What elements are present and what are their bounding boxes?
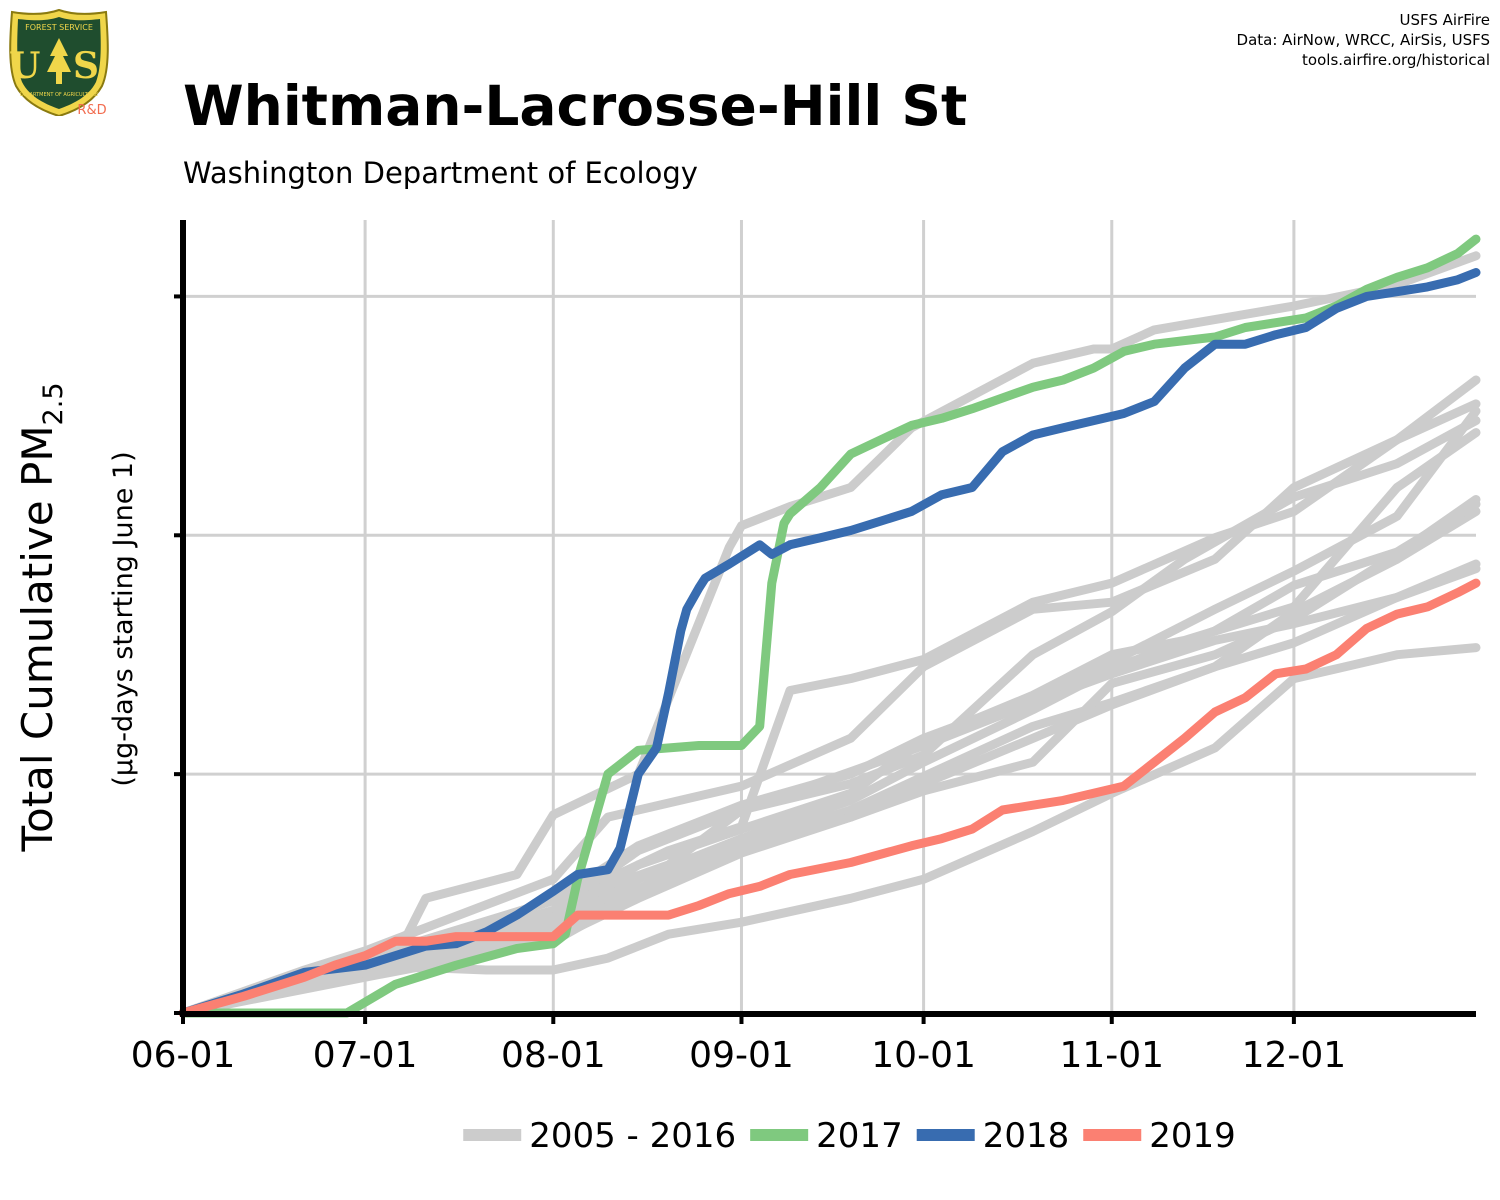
legend-label: 2005 - 2016	[529, 1116, 736, 1156]
logo-department-text: DEPARTMENT OF AGRICULTURE	[20, 92, 98, 98]
x-tick-label: 12-01	[1242, 1035, 1347, 1076]
historical-series-line	[178, 499, 1481, 1018]
x-tick-label: 11-01	[1059, 1035, 1164, 1076]
credit-line: USFS AirFire	[1399, 11, 1490, 29]
series-line-2017	[178, 234, 1481, 1018]
historical-series-line	[178, 428, 1481, 1018]
legend: 2005 - 2016 2017 2018 2019	[463, 1116, 1236, 1156]
y-axis-title: Total Cumulative PM2.5 (µg-days starting…	[13, 382, 139, 852]
x-tick-label: 08-01	[501, 1035, 606, 1076]
credit-line: tools.airfire.org/historical	[1302, 51, 1490, 69]
chart-subtitle: Washington Department of Ecology	[183, 156, 698, 190]
x-tick-label: 10-01	[871, 1035, 976, 1076]
series-line-2019	[178, 578, 1481, 1018]
chart-title: Whitman-Lacrosse-Hill St	[183, 74, 968, 138]
y-axis-label-subscript: 2.5	[38, 382, 69, 425]
legend-label: 2018	[983, 1116, 1070, 1156]
usfs-shield-icon: FOREST SERVICE U S DEPARTMENT OF AGRICUL…	[9, 8, 109, 118]
highlight-series-group	[178, 234, 1481, 1018]
y-axis-label: Total Cumulative PM2.5	[13, 382, 69, 852]
x-tick-label: 09-01	[689, 1035, 794, 1076]
y-axis-units-label: (µg-days starting June 1)	[108, 451, 139, 786]
data-credits: USFS AirFire Data: AirNow, WRCC, AirSis,…	[1237, 10, 1490, 70]
logo-rd-badge: R&D	[77, 103, 106, 116]
credit-line: Data: AirNow, WRCC, AirSis, USFS	[1236, 31, 1490, 49]
usfs-logo: FOREST SERVICE U S DEPARTMENT OF AGRICUL…	[6, 8, 112, 118]
x-tick-label: 06-01	[131, 1035, 236, 1076]
logo-forest-service-text: FOREST SERVICE	[25, 23, 93, 32]
historical-series-line	[178, 251, 1481, 1018]
historical-series-line	[178, 416, 1481, 1018]
historical-series-group	[178, 251, 1481, 1018]
series-line-2018	[178, 268, 1481, 1018]
y-axis-label-text: Total Cumulative PM	[13, 425, 62, 852]
legend-label: 2019	[1149, 1116, 1236, 1156]
historical-series-line	[178, 506, 1481, 1018]
legend-label: 2017	[816, 1116, 903, 1156]
tree-icon	[47, 38, 71, 84]
x-tick-label: 07-01	[313, 1035, 418, 1076]
axes: 06-01 07-01 08-01 09-01 10-01 11-01 12-01	[131, 220, 1476, 1076]
